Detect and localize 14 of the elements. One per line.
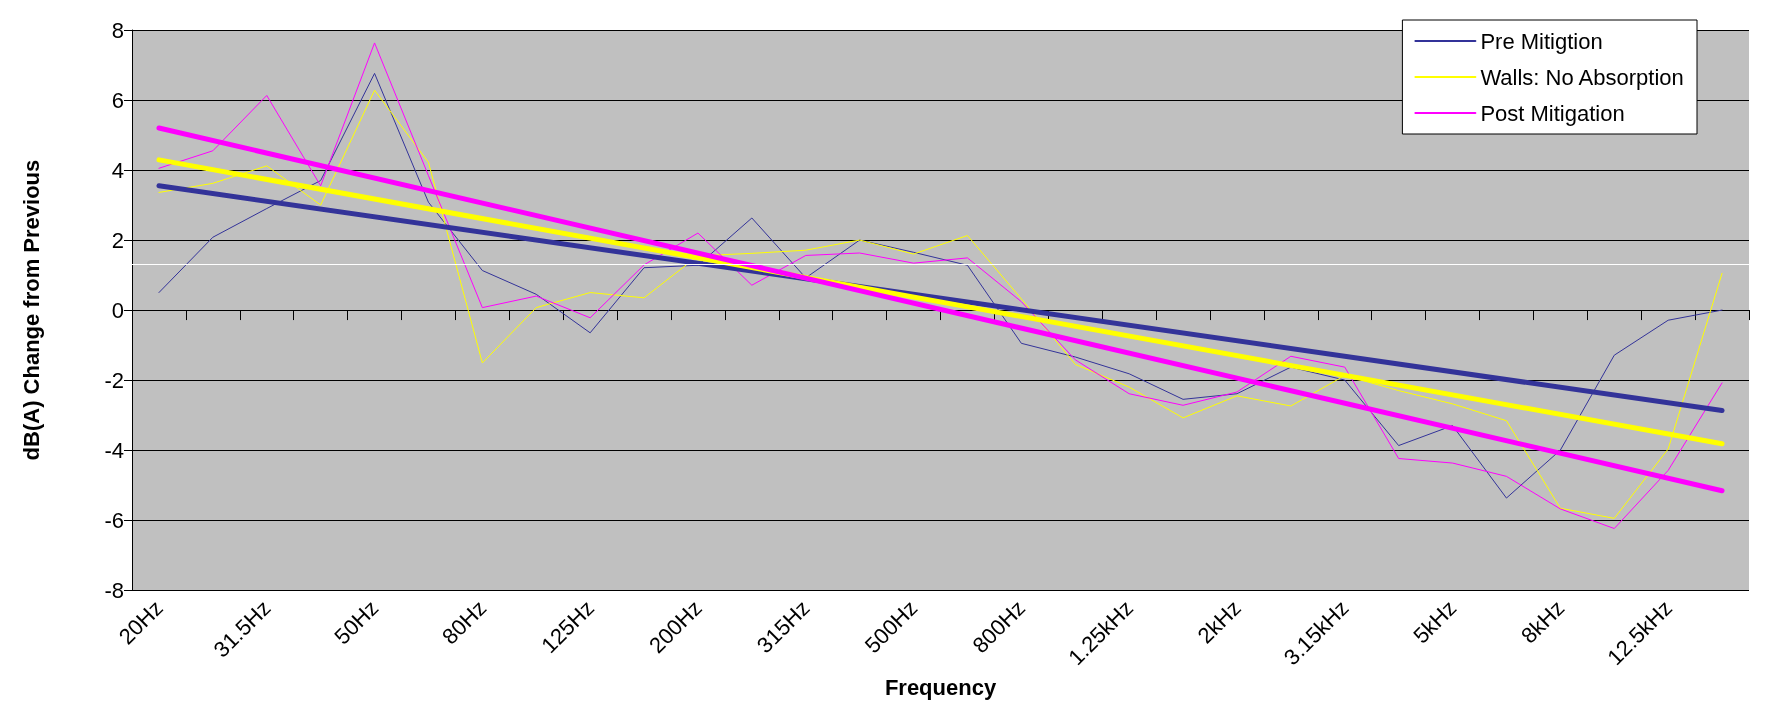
x-axis-title: Frequency [884,674,997,700]
legend-label: Pre Mitigtion [1480,28,1603,54]
legend-label: Walls: No Absorption [1480,64,1684,90]
y-tick-label: -8 [104,577,124,603]
legend-label: Post Mitigation [1480,100,1625,126]
y-tick-label: -6 [104,507,124,533]
y-tick-label: 0 [111,297,124,323]
y-tick-label: 2 [111,227,124,253]
y-axis-title: dB(A) Change from Previous [18,159,44,461]
y-tick-label: -4 [104,437,124,463]
y-tick-label: 4 [111,157,124,183]
y-tick-label: -2 [104,367,124,393]
y-tick-label: 6 [111,87,124,113]
y-tick-label: 8 [111,17,124,43]
